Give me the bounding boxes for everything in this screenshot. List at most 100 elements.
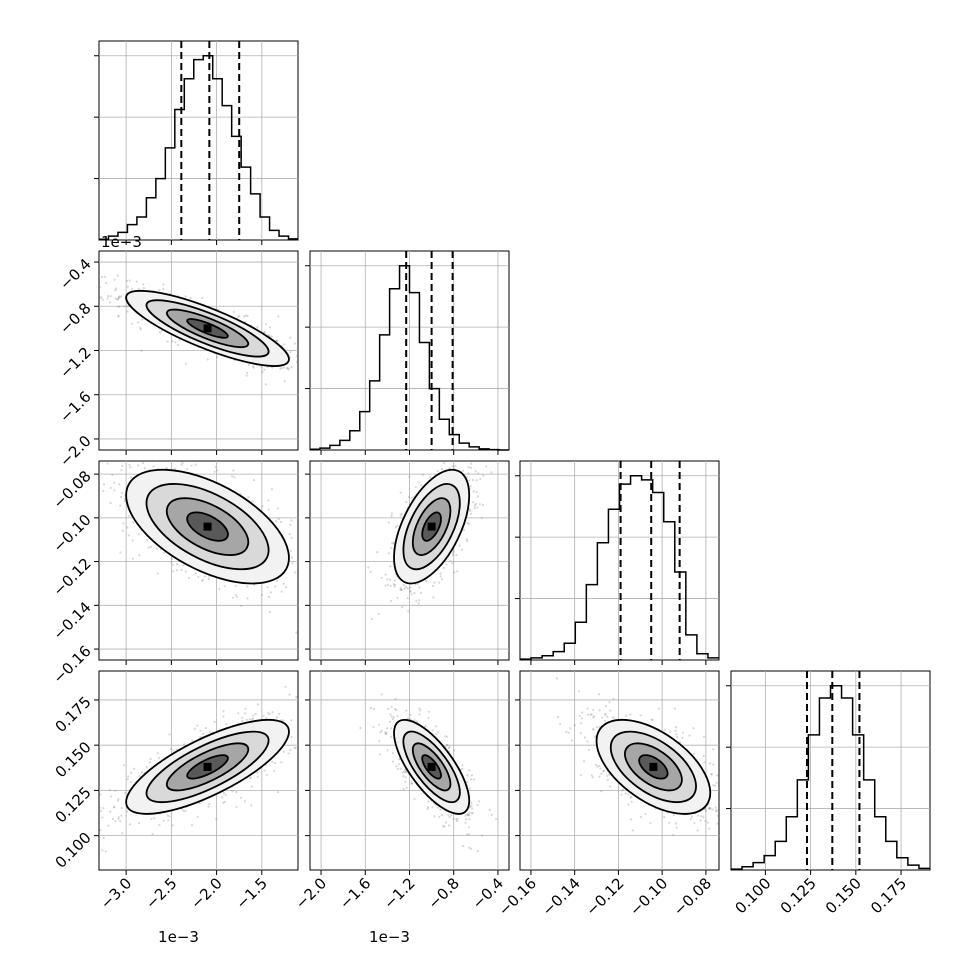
scatter-point [444, 821, 448, 824]
scatter-point [442, 462, 445, 465]
scatter-point [137, 533, 141, 536]
scatter-point [305, 568, 307, 570]
scatter-point [290, 735, 293, 739]
scatter-point [442, 566, 445, 570]
scatter-point [433, 581, 436, 584]
contour-line [393, 718, 471, 815]
contour-line [393, 468, 471, 585]
scatter-point [138, 775, 141, 778]
scatter-point [389, 584, 392, 588]
scatter-point [439, 575, 442, 578]
scatter-point [126, 778, 129, 781]
scatter-point [157, 757, 161, 760]
panel-content [92, 685, 298, 853]
scatter-point [405, 709, 408, 712]
scatter-point [388, 720, 392, 724]
scatter-point [378, 723, 381, 726]
scatter-point [207, 578, 210, 581]
scatter-point [456, 818, 459, 821]
scatter-point [235, 806, 238, 809]
scatter-point [140, 771, 143, 774]
scatter-point [235, 595, 239, 599]
scatter-point [117, 816, 120, 819]
scatter-point [399, 587, 402, 590]
scatter-point [444, 735, 447, 738]
scatter-point [379, 731, 382, 734]
scatter-point [406, 717, 409, 720]
scatter-point [156, 752, 159, 755]
scatter-point [468, 818, 471, 821]
scatter-point [621, 789, 624, 792]
scatter-point [109, 795, 113, 798]
scatter-point [455, 817, 458, 821]
scatter-point [452, 553, 455, 557]
scatter-point [283, 366, 286, 369]
scatter-point [141, 462, 145, 465]
scatter-point [158, 824, 161, 827]
scatter-point [117, 296, 121, 299]
scatter-point [478, 503, 482, 506]
scatter-point [303, 563, 305, 565]
scatter-point [467, 466, 470, 469]
scatter-point [468, 479, 471, 482]
scatter-point [92, 834, 94, 836]
scatter-point [400, 588, 403, 592]
scatter-point [267, 499, 270, 502]
scatter-point [418, 707, 421, 710]
scatter-point [234, 593, 237, 597]
scatter-point [386, 727, 389, 730]
scatter-point [220, 796, 224, 799]
scatter-point [213, 470, 216, 473]
scatter-point [224, 793, 227, 796]
scatter-point [384, 584, 387, 587]
scatter-point [252, 714, 255, 717]
scatter-point [389, 727, 393, 730]
scatter-point [472, 490, 475, 493]
scatter-point [425, 580, 428, 583]
scatter-point [171, 563, 174, 566]
scatter-point [118, 305, 121, 308]
scatter-point [256, 775, 259, 779]
scatter-point [215, 355, 219, 358]
scatter-point [193, 727, 196, 731]
scatter-point [488, 808, 491, 812]
scatter-point [166, 340, 169, 343]
scatter-point [267, 508, 270, 511]
scatter-point [386, 749, 389, 752]
scatter-point [367, 566, 370, 569]
scatter-point [270, 488, 273, 491]
scatter-point [210, 455, 212, 457]
scatter-point [438, 581, 441, 584]
scatter-point [408, 496, 411, 499]
scatter-point [235, 791, 238, 794]
scatter-point [223, 585, 226, 588]
scatter-point [478, 800, 481, 803]
scatter-point [176, 343, 180, 347]
scatter-point [190, 464, 193, 467]
scatter-point [156, 572, 159, 575]
scatter-point [153, 817, 156, 820]
scatter-panel-p0-p1 [98, 250, 299, 451]
scatter-point [715, 809, 718, 812]
scatter-point [466, 833, 469, 836]
scatter-point [445, 563, 448, 566]
scatter-point [216, 469, 219, 472]
scatter-point [467, 522, 470, 525]
scatter-point [716, 774, 719, 777]
scatter-point [380, 729, 383, 732]
scatter-point [692, 727, 695, 730]
panel-content [555, 677, 719, 837]
scatter-point [470, 811, 473, 814]
histogram-step-p1 [310, 264, 509, 451]
scatter-point [429, 476, 432, 479]
scatter-point [118, 295, 121, 298]
scatter-point [282, 750, 285, 754]
scatter-point [269, 591, 272, 594]
scatter-point [410, 780, 413, 783]
scatter-point [147, 546, 150, 549]
scatter-point [171, 570, 175, 573]
scatter-point [158, 289, 161, 292]
scatter-point [245, 374, 248, 377]
scatter-point [121, 832, 124, 835]
contour-line [411, 497, 452, 556]
